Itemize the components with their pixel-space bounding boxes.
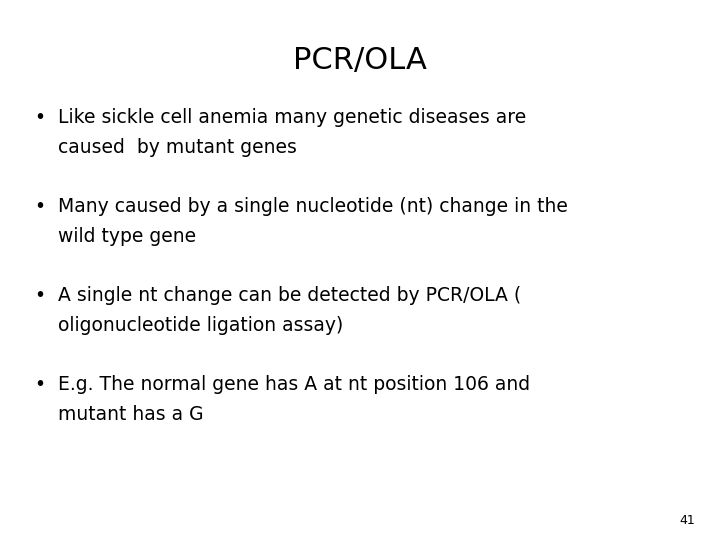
Text: oligonucleotide ligation assay): oligonucleotide ligation assay) xyxy=(58,316,343,335)
Text: caused  by mutant genes: caused by mutant genes xyxy=(58,138,297,157)
Text: •: • xyxy=(34,197,45,216)
Text: 41: 41 xyxy=(679,514,695,526)
Text: Like sickle cell anemia many genetic diseases are: Like sickle cell anemia many genetic dis… xyxy=(58,108,526,127)
Text: •: • xyxy=(34,286,45,305)
Text: •: • xyxy=(34,108,45,127)
Text: •: • xyxy=(34,375,45,394)
Text: A single nt change can be detected by PCR/OLA (: A single nt change can be detected by PC… xyxy=(58,286,521,305)
Text: E.g. The normal gene has A at nt position 106 and: E.g. The normal gene has A at nt positio… xyxy=(58,375,530,394)
Text: wild type gene: wild type gene xyxy=(58,227,196,246)
Text: mutant has a G: mutant has a G xyxy=(58,405,203,424)
Text: Many caused by a single nucleotide (nt) change in the: Many caused by a single nucleotide (nt) … xyxy=(58,197,567,216)
Text: PCR/OLA: PCR/OLA xyxy=(293,46,427,75)
